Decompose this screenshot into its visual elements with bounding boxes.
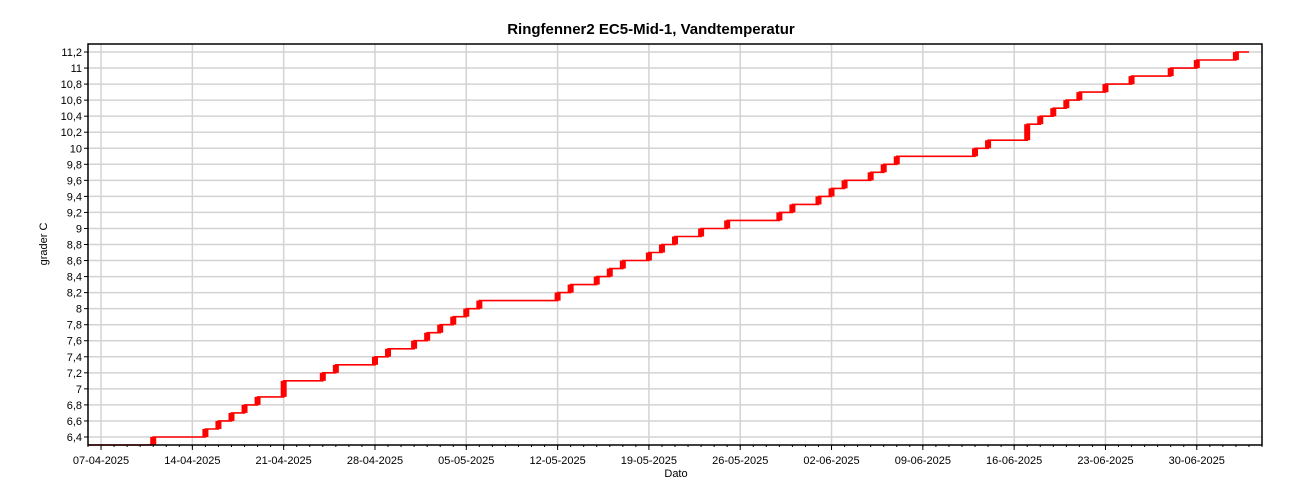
plot-frame (87, 43, 1263, 446)
series-group (88, 51, 1249, 446)
series-step-marker (463, 308, 470, 317)
series-step-marker (698, 228, 705, 237)
x-tick-label: 05-05-2025 (438, 455, 494, 467)
y-tick-label: 10,2 (61, 127, 82, 139)
x-tick-label: 23-06-2025 (1077, 455, 1133, 467)
y-tick-label: 9,8 (67, 159, 82, 171)
y-tick-label: 7,4 (67, 352, 82, 364)
y-tick-label: 6,6 (67, 416, 82, 428)
y-tick-label: 8,4 (67, 272, 82, 284)
series-step-marker (411, 340, 418, 349)
y-tick-label: 7 (76, 384, 82, 396)
series-step-marker (254, 396, 261, 405)
series-step-marker (476, 300, 483, 309)
series-step-marker (606, 268, 613, 277)
series-step-marker (1128, 76, 1135, 85)
y-tick-label: 9,6 (67, 175, 82, 187)
series-step-marker (893, 156, 900, 165)
x-tick-label: 28-04-2025 (347, 455, 403, 467)
y-tick-label: 10 (70, 143, 82, 155)
y-tick-label: 7,2 (67, 368, 82, 380)
y-tick-label: 10,4 (61, 111, 82, 123)
series-step-marker (1167, 68, 1174, 77)
series-step-marker (619, 260, 626, 269)
series-step-marker (724, 220, 731, 229)
series-step-marker (241, 404, 248, 413)
y-tick-label: 11 (71, 63, 82, 75)
y-tick-label: 11,2 (61, 47, 82, 59)
series-step-marker (985, 140, 992, 149)
series-step-marker (1037, 116, 1044, 125)
series-step-marker (215, 420, 222, 429)
y-tick-label: 9,4 (67, 191, 82, 203)
chart-title: Ringfenner2 EC5-Mid-1, Vandtemperatur (507, 21, 795, 38)
x-axis: 07-04-2025 14-04-2025 21-04-2025 28-04-2025… (73, 445, 1263, 467)
series-step-marker (776, 212, 783, 221)
series-step-marker (332, 364, 339, 373)
y-axis-label: grader C (38, 223, 50, 266)
series-step-marker (1063, 100, 1070, 109)
series-step-marker (1050, 108, 1057, 117)
y-tick-label: 6,8 (67, 400, 82, 412)
series-step-marker (841, 180, 848, 189)
y-tick-label: 7,8 (67, 320, 82, 332)
series-step-marker (1024, 124, 1031, 141)
series-step-marker (319, 372, 326, 381)
y-tick-label: 7,6 (67, 336, 82, 348)
series-step-marker (789, 204, 796, 213)
x-tick-label: 30-06-2025 (1169, 455, 1225, 467)
series-step-marker (867, 172, 874, 181)
x-tick-label: 12-05-2025 (529, 455, 585, 467)
x-tick-label: 19-05-2025 (621, 455, 677, 467)
series-step-marker (1076, 92, 1083, 101)
series-step-marker (645, 252, 652, 261)
series-step-marker (228, 412, 235, 421)
x-tick-label: 09-06-2025 (895, 455, 951, 467)
series-step-marker (280, 380, 287, 397)
y-axis: 6,4 6,6 6,8 7 7,2 7,4 7,6 7,8 8 8,2 8,4 8,6 8,8 9 9,2 9… (61, 47, 88, 444)
series-step-marker (424, 332, 431, 341)
y-tick-label: 8,8 (67, 240, 82, 252)
x-tick-label: 21-04-2025 (256, 455, 312, 467)
y-tick-label: 10,6 (61, 95, 82, 107)
series-step-marker (371, 356, 378, 365)
series-step-marker (450, 316, 457, 325)
x-tick-label: 14-04-2025 (164, 455, 220, 467)
series-step-marker (554, 292, 561, 301)
y-tick-label: 8,2 (67, 288, 82, 300)
series-step-marker (1193, 60, 1200, 69)
series-step-marker (385, 348, 392, 357)
x-tick-label: 07-04-2025 (73, 455, 129, 467)
series-step-marker (828, 188, 835, 197)
series-step-marker (593, 276, 600, 285)
series-line (88, 51, 1249, 446)
y-tick-label: 9 (76, 223, 82, 235)
x-tick-label: 26-05-2025 (712, 455, 768, 467)
series-step-marker (567, 284, 574, 293)
series-step-marker (815, 196, 822, 205)
series-step-marker (880, 164, 887, 173)
series-step-marker (972, 148, 979, 157)
x-tick-label: 16-06-2025 (986, 455, 1042, 467)
series-step-marker (202, 428, 209, 437)
y-tick-label: 6,4 (67, 432, 82, 444)
series-step-marker (1232, 52, 1239, 61)
y-tick-label: 9,2 (67, 207, 82, 219)
x-tick-label: 02-06-2025 (803, 455, 859, 467)
y-tick-label: 8,6 (67, 256, 82, 268)
series-step-marker (658, 244, 665, 253)
y-tick-label: 10,8 (61, 79, 82, 91)
y-tick-label: 8 (76, 304, 82, 316)
series-step-marker (1102, 84, 1109, 93)
series-step-marker (437, 324, 444, 333)
x-axis-label: Dato (664, 468, 687, 480)
series-step-marker (150, 436, 157, 445)
series-step-marker (672, 236, 678, 245)
